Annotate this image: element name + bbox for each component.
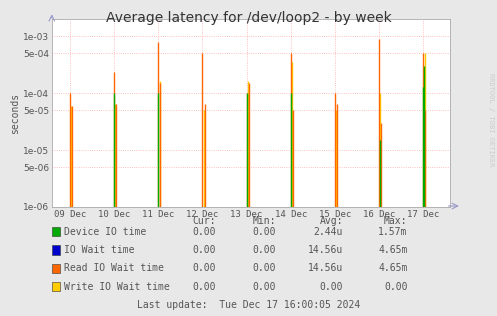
Text: 0.00: 0.00 (193, 263, 216, 273)
Text: Avg:: Avg: (320, 216, 343, 227)
Text: 14.56u: 14.56u (308, 263, 343, 273)
Text: IO Wait time: IO Wait time (64, 245, 134, 255)
Text: Average latency for /dev/loop2 - by week: Average latency for /dev/loop2 - by week (106, 11, 391, 25)
Text: Device IO time: Device IO time (64, 227, 146, 237)
Text: Read IO Wait time: Read IO Wait time (64, 263, 164, 273)
Text: 4.65m: 4.65m (378, 245, 408, 255)
Text: 0.00: 0.00 (320, 282, 343, 292)
Text: Min:: Min: (252, 216, 276, 227)
Text: 0.00: 0.00 (252, 245, 276, 255)
Text: Last update:  Tue Dec 17 16:00:05 2024: Last update: Tue Dec 17 16:00:05 2024 (137, 300, 360, 310)
Text: 0.00: 0.00 (193, 227, 216, 237)
Text: 4.65m: 4.65m (378, 263, 408, 273)
Text: Cur:: Cur: (193, 216, 216, 227)
Text: 14.56u: 14.56u (308, 245, 343, 255)
Text: 0.00: 0.00 (193, 245, 216, 255)
Text: 2.44u: 2.44u (314, 227, 343, 237)
Text: Write IO Wait time: Write IO Wait time (64, 282, 169, 292)
Text: RRDTOOL / TOBI OETIKER: RRDTOOL / TOBI OETIKER (488, 73, 494, 167)
Y-axis label: seconds: seconds (10, 92, 20, 134)
Text: 0.00: 0.00 (252, 282, 276, 292)
Text: 0.00: 0.00 (252, 263, 276, 273)
Text: 0.00: 0.00 (252, 227, 276, 237)
Text: 1.57m: 1.57m (378, 227, 408, 237)
Text: 0.00: 0.00 (193, 282, 216, 292)
Text: Max:: Max: (384, 216, 408, 227)
Text: 0.00: 0.00 (384, 282, 408, 292)
